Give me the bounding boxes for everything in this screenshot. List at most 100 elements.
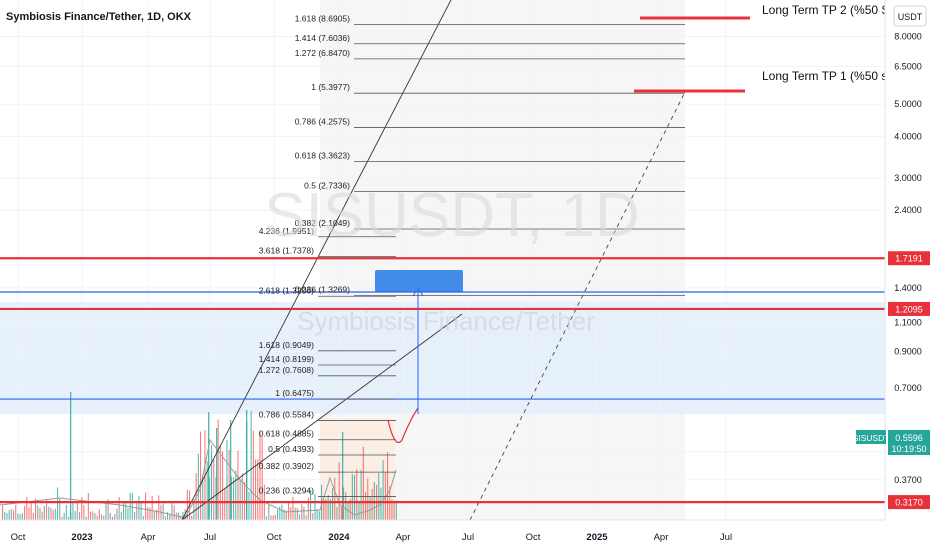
price-line xyxy=(0,438,397,519)
fib-level-label: 0.5 (0.4393) xyxy=(268,444,314,454)
x-tick-label: Oct xyxy=(11,532,26,543)
volume-bar xyxy=(208,412,210,520)
volume-bar xyxy=(318,511,320,520)
fib-level-label: 0.382 (2.1049) xyxy=(295,218,350,228)
fib-level-label: 0.382 (0.3902) xyxy=(259,461,314,471)
volume-bar xyxy=(307,497,309,520)
volume-bar xyxy=(382,460,384,520)
volume-bar xyxy=(371,489,373,520)
volume-bar xyxy=(356,469,358,520)
x-tick-label: Oct xyxy=(267,532,282,543)
volume-bar xyxy=(323,499,325,520)
volume-bar xyxy=(365,492,367,520)
volume-bar xyxy=(21,513,23,520)
volume-bar xyxy=(70,392,72,520)
fib-level-label: 3.618 (1.7378) xyxy=(259,246,314,256)
volume-bar xyxy=(391,499,393,520)
volume-bar xyxy=(290,507,292,520)
price-label: 0.3170 xyxy=(895,498,923,508)
volume-bar xyxy=(274,514,276,520)
volume-bar xyxy=(134,511,136,520)
volume-bar xyxy=(153,511,155,520)
volume-bar xyxy=(266,516,268,520)
x-tick-label: Jul xyxy=(462,532,474,543)
volume-bar xyxy=(343,487,345,520)
volume-bar xyxy=(158,495,160,520)
volume-bar xyxy=(241,473,243,520)
volume-bar xyxy=(387,452,389,520)
volume-bar xyxy=(252,430,254,520)
volume-bar xyxy=(206,461,208,520)
volume-bar xyxy=(270,515,272,520)
volume-bar xyxy=(248,491,250,520)
volume-bar xyxy=(180,515,182,520)
volume-bar xyxy=(186,489,188,520)
fib-level-label: 1.414 (0.8199) xyxy=(259,354,314,364)
volume-bar xyxy=(46,499,48,520)
volume-bar xyxy=(39,508,41,520)
volume-bar xyxy=(292,496,294,520)
volume-bar xyxy=(233,477,235,520)
volume-bar xyxy=(10,508,12,520)
volume-bar xyxy=(235,470,237,520)
volume-bar xyxy=(48,506,50,520)
volume-bar xyxy=(325,498,327,520)
volume-bar xyxy=(246,410,248,520)
volume-bar xyxy=(37,505,39,520)
chart-title: Symbiosis Finance/Tether, 1D, OKX xyxy=(6,11,192,23)
volume-bar xyxy=(222,451,224,520)
volume-bar xyxy=(96,515,98,520)
currency-button[interactable] xyxy=(893,5,927,27)
x-tick-label: Jul xyxy=(720,532,732,543)
x-tick-label: Apr xyxy=(396,532,411,543)
volume-bar xyxy=(301,504,303,520)
current-price-box xyxy=(888,430,930,455)
volume-bar xyxy=(74,510,76,520)
price-label-box xyxy=(888,301,930,316)
volume-bar xyxy=(327,495,329,520)
volume-bar xyxy=(50,507,52,520)
volume-bar xyxy=(101,514,103,520)
y-tick-label: 1.1000 xyxy=(894,318,922,328)
volume-bar xyxy=(354,475,356,520)
fib-level-label: 1.272 (0.7608) xyxy=(259,365,314,375)
x-tick-label: 2023 xyxy=(71,532,92,543)
volume-bar xyxy=(182,511,184,520)
volume-bar xyxy=(202,474,204,520)
volume-bar xyxy=(259,431,261,520)
volume-bar xyxy=(65,504,67,520)
volume-bar xyxy=(118,496,120,520)
volume-bar xyxy=(261,436,263,520)
volume-bar xyxy=(285,510,287,520)
volume-bar xyxy=(237,450,239,520)
volume-bar xyxy=(312,513,314,520)
volume-bar xyxy=(216,428,218,520)
volume-bar xyxy=(197,453,199,520)
volume-bar xyxy=(272,515,274,520)
volume-bar xyxy=(142,515,144,520)
volume-bar xyxy=(105,503,107,520)
volume-bar xyxy=(125,501,127,520)
price-label-box xyxy=(888,495,930,510)
volume-bar xyxy=(334,477,336,520)
x-axis-ticks: Oct 2023 Apr Jul Oct 2024 Apr Jul Oct 2025 Apr Jul xyxy=(11,532,732,543)
volume-bar xyxy=(208,477,210,520)
volume-bar xyxy=(41,511,43,520)
volume-bar xyxy=(68,516,70,520)
volume-bar xyxy=(35,498,37,520)
volume-bar xyxy=(63,512,65,520)
x-tick-label: 2025 xyxy=(586,532,608,543)
volume-bar xyxy=(114,514,116,520)
fib-level-label: 0.5 (2.7336) xyxy=(304,180,350,190)
volume-bar xyxy=(28,507,30,520)
fib-level-label: 0.618 (0.4885) xyxy=(259,429,314,439)
volume-bar xyxy=(15,504,17,520)
current-price-value: 0.5596 xyxy=(895,433,923,443)
volume-bar xyxy=(26,496,28,520)
volume-bar xyxy=(283,509,285,520)
y-tick-label: 1.4000 xyxy=(894,283,922,293)
volume-bar xyxy=(167,511,169,520)
volume-bar xyxy=(76,502,78,520)
volume-bar xyxy=(173,505,175,520)
